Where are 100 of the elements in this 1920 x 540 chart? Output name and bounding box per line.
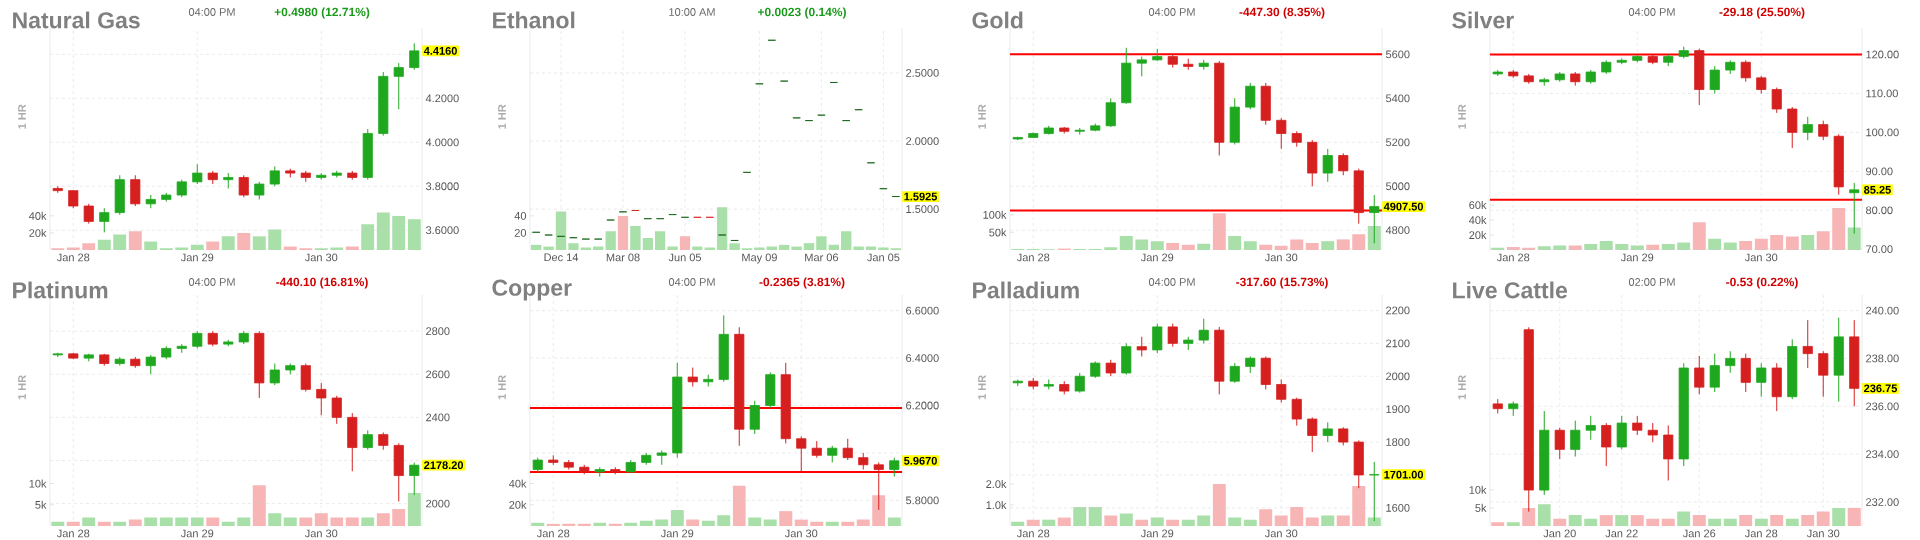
candlestick [1787, 106, 1798, 149]
y2-tick-label: 40 [514, 211, 527, 220]
chart-title: Copper [492, 279, 572, 301]
text: 2178.20 [424, 461, 464, 470]
bar [1243, 519, 1257, 526]
bar [1212, 213, 1226, 250]
bar [1599, 240, 1613, 250]
x-tick-label: Dec 14 [544, 253, 579, 262]
x-tick-label: Jan 05 [867, 253, 900, 262]
y-tick-label: 5.8000 [905, 496, 939, 505]
candlestick [1105, 97, 1116, 128]
bar [1367, 517, 1381, 526]
text: 1 HR [978, 375, 986, 400]
bar [1119, 513, 1133, 526]
bar [1150, 517, 1164, 526]
bar [1661, 518, 1675, 526]
bar [252, 236, 266, 250]
y2-tick-label: 20k [509, 500, 527, 509]
candlestick [1694, 355, 1705, 395]
candlestick [269, 165, 280, 187]
candlestick [1709, 353, 1720, 393]
bar [667, 246, 678, 250]
bar [655, 231, 666, 250]
bar [701, 520, 715, 526]
x-tick-label: Jun 05 [668, 253, 702, 262]
bar [1506, 522, 1520, 526]
chart-subtitle: 04:00 PM [188, 8, 235, 16]
x-tick-label: Jan 29 [180, 253, 214, 262]
bar [732, 485, 746, 526]
chart-title: Silver [1452, 11, 1514, 29]
x-tick-label: Jan 22 [1605, 529, 1638, 538]
chart-subtitle: 04:00 PM [188, 278, 235, 286]
chart-title: Gold [972, 11, 1023, 29]
bar [580, 247, 592, 250]
bar [630, 226, 641, 250]
text: 1 HR [1458, 375, 1466, 400]
bar [1537, 504, 1551, 526]
bar [878, 247, 889, 250]
bar [748, 517, 762, 526]
bar [1104, 515, 1118, 526]
bar [639, 520, 653, 526]
bar [190, 517, 204, 526]
candlestick [1245, 82, 1256, 110]
text: 85.25 [1864, 185, 1891, 194]
bar [841, 231, 852, 250]
y-tick-label: 5000 [1385, 182, 1410, 191]
bar [1088, 507, 1102, 526]
text: -440.10 (16.81%) [276, 277, 368, 289]
text: 1 HR [498, 375, 506, 400]
candlestick [1818, 350, 1829, 398]
candlestick [1616, 415, 1627, 450]
x-tick-label: Jan 30 [1806, 529, 1840, 538]
text: 1 HR [978, 104, 986, 129]
bar [1832, 207, 1846, 250]
bar [1290, 239, 1304, 250]
bar [1243, 241, 1257, 250]
bar [1305, 242, 1319, 250]
y2-tick-label: 5k [1475, 503, 1487, 512]
candlestick [1307, 416, 1318, 453]
bar [361, 224, 375, 250]
bar [1321, 515, 1335, 526]
bar [252, 485, 266, 526]
bar [1615, 515, 1629, 526]
bar [717, 515, 731, 526]
x-tick-label: Jan 28 [1496, 253, 1530, 262]
candlestick [409, 42, 420, 71]
bar [1553, 518, 1567, 526]
bar [1584, 518, 1598, 526]
bar [1336, 515, 1350, 526]
y2-tick-label: 40k [509, 479, 527, 488]
candlestick [1771, 87, 1782, 114]
bar [206, 241, 220, 250]
x-tick-label: Jan 30 [1264, 253, 1298, 262]
y2-tick-label: 50k [989, 228, 1007, 237]
y-tick-label: 2.5000 [906, 69, 939, 77]
bar [113, 521, 127, 526]
y-tick-label: 5600 [1385, 50, 1410, 59]
y-tick-label: 6.6000 [906, 306, 939, 315]
bar [1785, 236, 1799, 250]
y2-tick-label: 20k [29, 228, 47, 237]
candlestick [1632, 415, 1643, 436]
bar [1197, 243, 1211, 250]
bar [330, 517, 344, 526]
bar [299, 517, 313, 526]
bar [407, 219, 421, 250]
y2-tick-label: 20 [514, 229, 527, 237]
candlestick [1136, 336, 1147, 358]
x-tick-label: Jan 29 [1140, 253, 1174, 262]
bar [1568, 515, 1582, 526]
text: +0.0023 (0.14%) [757, 7, 846, 19]
bar [825, 521, 839, 526]
bar [128, 519, 142, 526]
bar [1770, 234, 1784, 250]
y-tick-label: 2800 [426, 327, 450, 336]
bar [82, 517, 96, 526]
x-tick-label: Jan 28 [1016, 253, 1050, 262]
bar [717, 207, 728, 250]
y-tick-label: 70.00 [1866, 245, 1893, 254]
y-tick-label: 4800 [1385, 226, 1410, 235]
bar [1708, 238, 1722, 250]
